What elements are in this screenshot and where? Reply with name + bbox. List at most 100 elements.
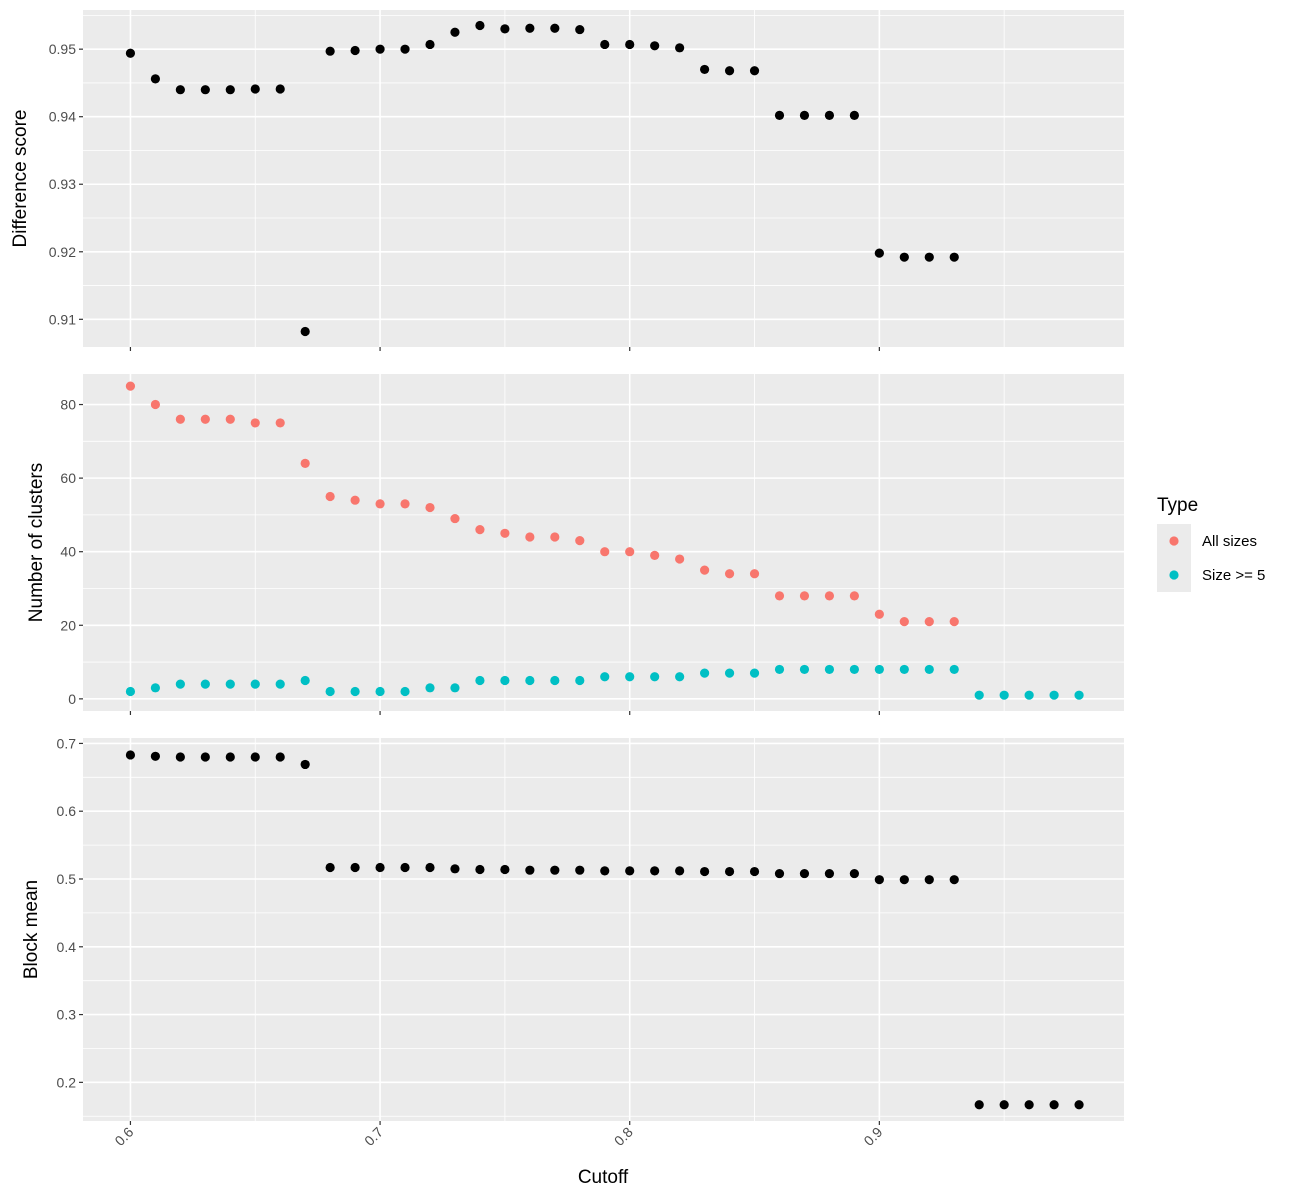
data-point bbox=[425, 862, 435, 873]
y-tick-label: 0.94 bbox=[49, 109, 76, 125]
data-point bbox=[150, 683, 160, 693]
data-point bbox=[874, 664, 884, 675]
data-point bbox=[1049, 1100, 1059, 1110]
data-point bbox=[625, 672, 635, 682]
data-point bbox=[450, 683, 460, 693]
data-point bbox=[525, 532, 535, 542]
data-point bbox=[824, 868, 835, 879]
data-point bbox=[700, 565, 710, 575]
data-point bbox=[325, 46, 335, 56]
x-tick-label: 0.7 bbox=[361, 1124, 386, 1149]
panels: 0.91 0.92 0.93 0.94 0.95 Difference score 0 20 4… bbox=[10, 10, 1124, 1149]
x-tick-label: 0.9 bbox=[860, 1124, 885, 1149]
data-point bbox=[425, 683, 435, 693]
y-tick-label: 0.91 bbox=[49, 311, 76, 327]
data-point bbox=[849, 868, 859, 879]
data-point bbox=[250, 84, 260, 94]
data-point bbox=[899, 664, 909, 675]
y-axis-title: Number of clusters bbox=[26, 463, 47, 622]
data-point bbox=[550, 23, 560, 33]
y-tick-label: 0 bbox=[68, 691, 76, 707]
data-point bbox=[175, 752, 185, 762]
data-point bbox=[974, 1100, 984, 1110]
data-point bbox=[325, 686, 335, 697]
data-point bbox=[575, 675, 585, 686]
data-point bbox=[500, 24, 510, 34]
data-point bbox=[899, 616, 909, 627]
data-point bbox=[724, 866, 735, 877]
data-point bbox=[175, 414, 185, 424]
data-point bbox=[500, 864, 510, 875]
data-point bbox=[350, 45, 360, 56]
data-point bbox=[425, 502, 435, 513]
data-point bbox=[575, 24, 585, 35]
data-point bbox=[1024, 690, 1034, 700]
data-point bbox=[325, 862, 335, 873]
data-point bbox=[375, 499, 385, 509]
data-point bbox=[724, 569, 735, 579]
data-point bbox=[600, 672, 610, 682]
data-point bbox=[300, 675, 310, 686]
data-point bbox=[375, 44, 385, 54]
y-tick-label: 0.4 bbox=[57, 939, 77, 955]
data-point bbox=[625, 39, 635, 50]
data-point bbox=[675, 866, 685, 876]
data-point bbox=[275, 752, 285, 762]
data-point bbox=[675, 554, 685, 564]
data-point bbox=[650, 41, 660, 51]
panel-1: 0.91 0.92 0.93 0.94 0.95 Difference score bbox=[10, 10, 1124, 351]
data-point bbox=[200, 679, 210, 689]
data-point bbox=[600, 547, 610, 557]
legend-title: Type bbox=[1157, 495, 1198, 516]
data-point bbox=[150, 399, 160, 410]
legend-item: Size >= 5 bbox=[1157, 558, 1265, 592]
data-point bbox=[724, 668, 735, 678]
data-point bbox=[625, 866, 635, 876]
data-point bbox=[325, 491, 335, 502]
data-point bbox=[749, 66, 760, 76]
data-point bbox=[300, 759, 310, 770]
data-point bbox=[450, 864, 460, 874]
x-axis-title: Cutoff bbox=[578, 1167, 629, 1188]
data-point bbox=[700, 866, 710, 877]
data-point bbox=[225, 752, 235, 762]
data-point bbox=[924, 875, 934, 885]
data-point bbox=[375, 862, 385, 873]
data-point bbox=[799, 664, 810, 675]
data-point bbox=[475, 675, 485, 686]
data-point bbox=[225, 414, 235, 424]
data-point bbox=[849, 110, 859, 120]
data-point bbox=[400, 862, 410, 873]
data-point bbox=[924, 664, 934, 675]
data-point bbox=[974, 690, 984, 700]
panel-background bbox=[83, 738, 1124, 1121]
data-point bbox=[824, 664, 835, 675]
data-point bbox=[550, 532, 560, 542]
data-point bbox=[774, 110, 785, 120]
y-axis-title: Difference score bbox=[10, 110, 31, 248]
data-point bbox=[450, 513, 460, 524]
y-tick-label: 60 bbox=[60, 470, 76, 486]
data-point bbox=[550, 675, 560, 686]
data-point bbox=[874, 875, 884, 885]
data-point bbox=[200, 414, 210, 424]
data-point bbox=[525, 675, 535, 686]
data-point bbox=[150, 751, 160, 761]
data-point bbox=[1074, 690, 1084, 700]
series-1 bbox=[125, 750, 1084, 1110]
data-point bbox=[874, 248, 884, 258]
data-point bbox=[625, 547, 635, 557]
legend-key-point bbox=[1169, 536, 1179, 546]
panel-background bbox=[83, 374, 1124, 711]
data-point bbox=[749, 866, 760, 877]
data-point bbox=[125, 48, 136, 58]
data-point bbox=[300, 326, 310, 337]
legend-label: All sizes bbox=[1202, 533, 1257, 550]
data-point bbox=[400, 686, 410, 697]
data-point bbox=[700, 668, 710, 678]
data-point bbox=[525, 23, 535, 33]
legend-items: All sizes Size >= 5 bbox=[1157, 524, 1265, 592]
data-point bbox=[924, 616, 934, 627]
y-tick-label: 80 bbox=[60, 397, 76, 413]
y-tick-label: 0.3 bbox=[57, 1007, 77, 1023]
